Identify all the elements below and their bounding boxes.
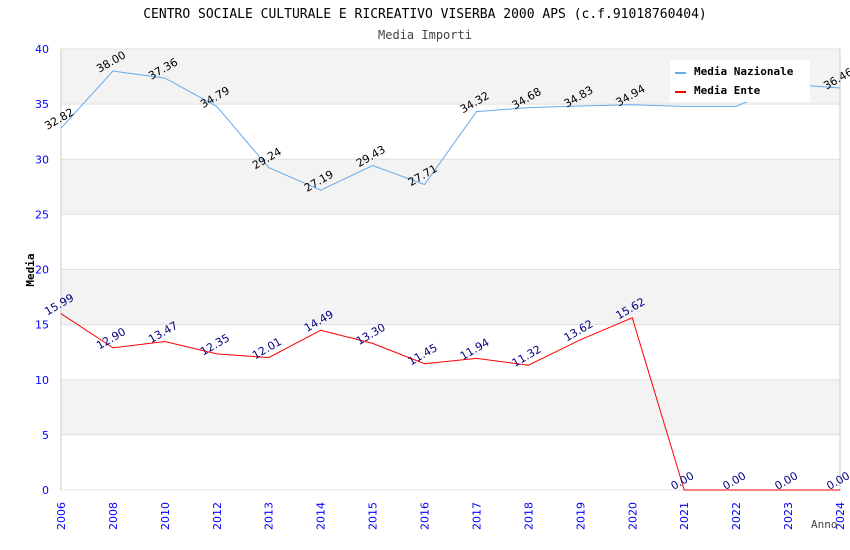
y-tick-label: 5 xyxy=(42,429,49,442)
data-label: 0.00 xyxy=(824,469,850,493)
y-axis-label: Media xyxy=(24,253,37,286)
data-point xyxy=(424,183,426,185)
data-point xyxy=(320,329,322,331)
data-point xyxy=(839,87,841,89)
x-tick-label: 2018 xyxy=(522,502,535,530)
x-tick-label: 2008 xyxy=(107,502,120,530)
series-line-0 xyxy=(60,70,841,191)
legend: Media Nazionale Media Ente xyxy=(670,60,810,102)
x-tick-label: 2020 xyxy=(626,502,639,530)
data-label: 11.32 xyxy=(510,343,544,370)
x-tick-label: 2024 xyxy=(834,502,847,530)
y-tick-label: 0 xyxy=(42,484,49,497)
data-point xyxy=(112,70,114,72)
data-point xyxy=(735,489,737,491)
data-point xyxy=(60,127,62,129)
data-point xyxy=(164,340,166,342)
data-point xyxy=(475,357,477,359)
x-tick-label: 2021 xyxy=(678,502,691,530)
y-tick-label: 25 xyxy=(35,208,49,221)
data-label: 12.90 xyxy=(94,325,128,352)
data-point xyxy=(579,105,581,107)
data-point xyxy=(527,107,529,109)
x-tick-label: 2015 xyxy=(367,502,380,530)
data-point xyxy=(216,105,218,107)
legend-label-nazionale: Media Nazionale xyxy=(694,65,794,78)
data-label: 0.00 xyxy=(721,469,749,493)
data-point xyxy=(527,364,529,366)
data-point xyxy=(683,489,685,491)
x-tick-label: 2019 xyxy=(574,502,587,530)
x-tick-label: 2023 xyxy=(782,502,795,530)
y-tick-label: 15 xyxy=(35,319,49,332)
data-point xyxy=(164,77,166,79)
data-point xyxy=(60,313,62,315)
grid-band xyxy=(61,379,840,435)
x-axis-label: Anno xyxy=(811,518,838,531)
grid-band xyxy=(61,269,840,325)
y-tick-label: 10 xyxy=(35,374,49,387)
data-point xyxy=(216,353,218,355)
data-point xyxy=(735,105,737,107)
data-point xyxy=(372,165,374,167)
data-label: 11.45 xyxy=(406,341,440,368)
grid-band xyxy=(61,159,840,215)
chart-subtitle: Media Importi xyxy=(378,28,472,42)
chart-title: CENTRO SOCIALE CULTURALE E RICREATIVO VI… xyxy=(143,7,707,22)
data-point xyxy=(839,489,841,491)
x-tick-label: 2012 xyxy=(211,502,224,530)
y-tick-label: 30 xyxy=(35,153,49,166)
x-tick-label: 2016 xyxy=(419,502,432,530)
data-label: 0.00 xyxy=(669,469,697,493)
series-line-1 xyxy=(60,313,840,491)
data-point xyxy=(475,111,477,113)
data-point xyxy=(579,339,581,341)
x-tick-label: 2022 xyxy=(730,502,743,530)
x-tick-label: 2010 xyxy=(159,502,172,530)
data-point xyxy=(631,317,633,319)
data-point xyxy=(683,105,685,107)
data-point xyxy=(268,357,270,359)
data-point xyxy=(424,363,426,365)
data-point xyxy=(320,189,322,191)
data-label: 12.01 xyxy=(250,335,284,362)
x-tick-label: 2017 xyxy=(470,502,483,530)
data-point xyxy=(787,489,789,491)
data-point xyxy=(268,167,270,169)
x-tick-label: 2014 xyxy=(315,502,328,530)
x-tick-label: 2006 xyxy=(55,502,68,530)
y-tick-label: 35 xyxy=(35,98,49,111)
y-tick-label: 40 xyxy=(35,43,49,56)
data-label: 0.00 xyxy=(772,469,800,493)
data-point xyxy=(372,342,374,344)
legend-label-ente: Media Ente xyxy=(694,84,761,97)
data-point xyxy=(631,104,633,106)
data-point xyxy=(112,347,114,349)
x-tick-label: 2013 xyxy=(263,502,276,530)
y-tick-label: 20 xyxy=(35,264,49,277)
